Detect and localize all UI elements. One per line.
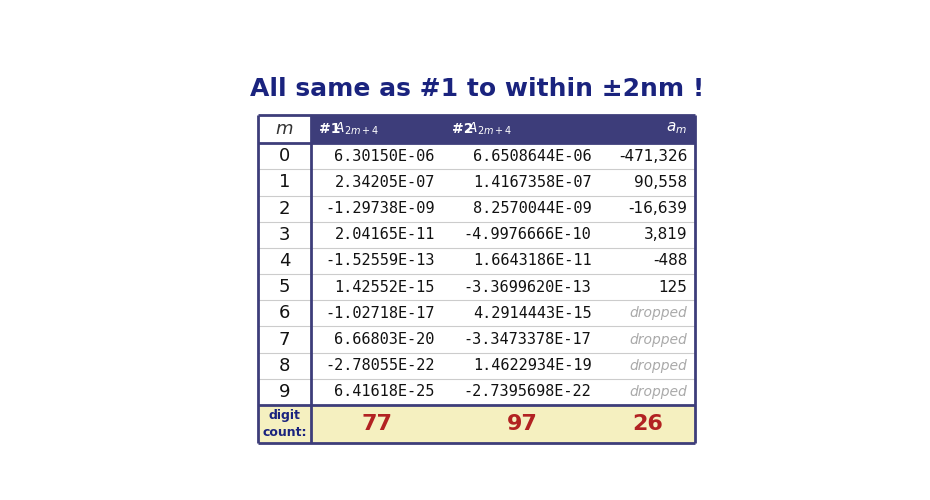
Text: 6: 6 (279, 304, 290, 322)
Text: 4: 4 (279, 252, 290, 270)
Text: 9: 9 (279, 383, 290, 401)
Text: 26: 26 (632, 414, 663, 434)
Text: 8: 8 (279, 356, 290, 374)
Text: 5: 5 (279, 278, 290, 296)
Bar (311, 116, 696, 143)
Text: m: m (275, 120, 293, 138)
Text: dropped: dropped (630, 358, 687, 372)
Text: 1.4622934E-19: 1.4622934E-19 (472, 358, 591, 373)
Text: -1.52559E-13: -1.52559E-13 (326, 254, 434, 268)
Bar (258, 405, 696, 444)
Text: 1.4167358E-07: 1.4167358E-07 (472, 175, 591, 190)
Text: 2.04165E-11: 2.04165E-11 (335, 228, 434, 242)
Text: $A_{2m+4}$: $A_{2m+4}$ (334, 120, 379, 136)
Text: 90,558: 90,558 (634, 175, 687, 190)
Text: -4.9976666E-10: -4.9976666E-10 (463, 228, 591, 242)
Text: digit
count:: digit count: (262, 409, 307, 439)
Text: dropped: dropped (630, 385, 687, 399)
Text: -3.3473378E-17: -3.3473378E-17 (463, 332, 591, 347)
Text: 2: 2 (279, 200, 290, 218)
Text: 4.2914443E-15: 4.2914443E-15 (472, 306, 591, 321)
Bar (258, 116, 696, 444)
Text: 125: 125 (658, 280, 687, 294)
Text: 6.41618E-25: 6.41618E-25 (335, 384, 434, 400)
Text: -2.78055E-22: -2.78055E-22 (326, 358, 434, 373)
Text: #1: #1 (318, 122, 340, 136)
Text: -3.3699620E-13: -3.3699620E-13 (463, 280, 591, 294)
Text: dropped: dropped (630, 332, 687, 346)
Text: $A_{2m+4}$: $A_{2m+4}$ (467, 120, 512, 136)
Text: dropped: dropped (630, 306, 687, 320)
Text: -471,326: -471,326 (619, 149, 687, 164)
Text: All same as #1 to within ±2nm !: All same as #1 to within ±2nm ! (249, 78, 704, 102)
Text: 3: 3 (279, 226, 290, 244)
Text: 6.66803E-20: 6.66803E-20 (335, 332, 434, 347)
Text: -488: -488 (653, 254, 687, 268)
Text: 6.6508644E-06: 6.6508644E-06 (472, 149, 591, 164)
Text: 77: 77 (362, 414, 392, 434)
Text: #2: #2 (452, 122, 473, 136)
Text: -1.02718E-17: -1.02718E-17 (326, 306, 434, 321)
Text: 2.34205E-07: 2.34205E-07 (335, 175, 434, 190)
Text: 1.42552E-15: 1.42552E-15 (335, 280, 434, 294)
Text: -16,639: -16,639 (629, 201, 687, 216)
Text: -2.7395698E-22: -2.7395698E-22 (463, 384, 591, 400)
Text: 1.6643186E-11: 1.6643186E-11 (472, 254, 591, 268)
Text: 8.2570044E-09: 8.2570044E-09 (472, 201, 591, 216)
Text: 1: 1 (279, 174, 290, 192)
Text: 6.30150E-06: 6.30150E-06 (335, 149, 434, 164)
Text: $a_m$: $a_m$ (667, 120, 687, 136)
Text: 3,819: 3,819 (644, 228, 687, 242)
Text: 7: 7 (279, 330, 290, 348)
Text: -1.29738E-09: -1.29738E-09 (326, 201, 434, 216)
Text: 97: 97 (507, 414, 538, 434)
Text: 0: 0 (279, 147, 290, 165)
